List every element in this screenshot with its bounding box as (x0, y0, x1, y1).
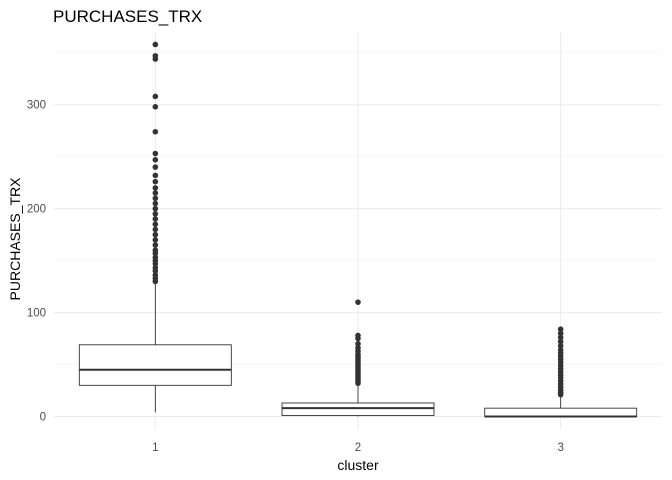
outlier-point (152, 178, 159, 185)
box-group-cluster-1 (78, 41, 232, 413)
outlier-point (152, 265, 159, 271)
box-iqr (281, 402, 435, 416)
outlier-point (152, 93, 159, 100)
y-axis-title: PURCHASES_TRX (7, 177, 23, 301)
outlier-point (152, 272, 159, 278)
outlier-point (152, 237, 159, 243)
y-tick-label: 300 (27, 100, 46, 112)
x-tick-label: 2 (355, 442, 361, 454)
x-axis-title: cluster (337, 457, 379, 473)
outlier-point (152, 211, 159, 217)
x-axis-ticks: 1 2 3 (152, 442, 564, 454)
outlier-point (152, 164, 159, 170)
outlier-point (355, 299, 361, 305)
outlier-point (355, 332, 361, 339)
box-group-cluster-3 (484, 326, 638, 418)
outlier-point (152, 128, 159, 135)
y-tick-label: 200 (27, 204, 46, 216)
outlier-point (557, 334, 564, 341)
outlier-point (152, 41, 159, 48)
outlier-point (557, 338, 564, 345)
outlier-point (557, 330, 564, 337)
outlier-point (152, 221, 159, 228)
y-axis-ticks: 0 100 200 300 (27, 100, 46, 424)
outlier-point (152, 53, 159, 59)
outlier-point (152, 205, 159, 212)
y-tick-label: 0 (40, 411, 46, 423)
outlier-point (355, 345, 361, 351)
outlier-point (152, 247, 159, 254)
outlier-point (152, 231, 159, 238)
outlier-point (152, 226, 159, 233)
outlier-point (152, 150, 159, 157)
outlier-point (152, 195, 159, 202)
box-series (78, 41, 638, 418)
outlier-point (152, 185, 159, 191)
outlier-point (152, 216, 159, 222)
box-group-cluster-2 (281, 299, 435, 417)
outlier-point (152, 172, 159, 179)
outlier-point (152, 242, 159, 248)
outlier-point (152, 200, 159, 207)
chart-title: PURCHASES_TRX (53, 7, 202, 26)
outlier-point (355, 340, 361, 347)
outlier-point (152, 254, 159, 261)
x-tick-label: 1 (152, 442, 158, 454)
box-iqr (484, 407, 638, 417)
outlier-point (557, 343, 564, 349)
outlier-point (152, 157, 159, 163)
box-iqr (78, 344, 232, 386)
outlier-point (557, 347, 564, 353)
outlier-point (152, 104, 159, 110)
x-tick-label: 3 (557, 442, 563, 454)
y-tick-label: 100 (27, 308, 46, 320)
outlier-point (152, 190, 159, 196)
outlier-point (557, 326, 564, 333)
